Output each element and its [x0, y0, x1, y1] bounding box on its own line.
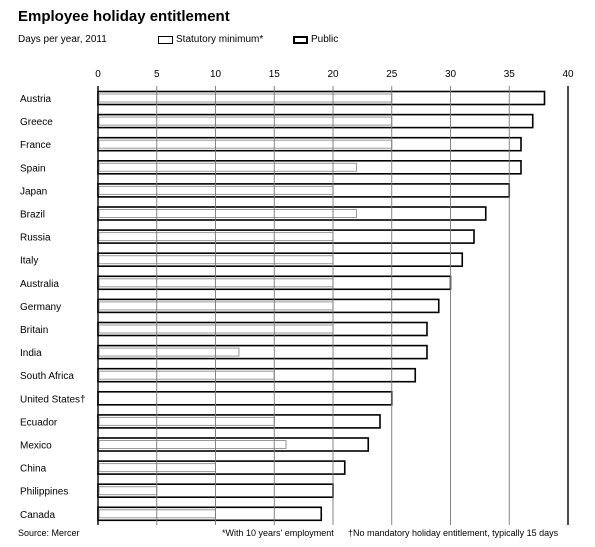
bar-statutory	[98, 463, 216, 473]
x-tick-label: 25	[386, 69, 398, 80]
source-note: Source: Mercer	[18, 528, 80, 538]
legend-statutory: Statutory minimum*	[158, 34, 263, 45]
category-label: India	[20, 348, 42, 359]
chart-subtitle: Days per year, 2011	[18, 34, 107, 45]
chart-title: Employee holiday entitlement	[18, 8, 230, 25]
bar-statutory	[98, 185, 334, 195]
category-label: China	[20, 464, 47, 475]
bar-public	[97, 390, 393, 406]
footnote-dagger: †No mandatory holiday entitlement, typic…	[348, 528, 559, 538]
bar-statutory	[98, 324, 334, 334]
legend-statutory-label: Statutory minimum*	[176, 34, 264, 45]
category-label: France	[20, 140, 52, 151]
category-label: Ecuador	[20, 417, 58, 428]
bar-statutory	[98, 416, 275, 426]
category-label: Austria	[20, 94, 52, 105]
legend-statutory-swatch	[158, 35, 173, 44]
bar-statutory	[98, 93, 393, 103]
bar-statutory	[98, 301, 334, 311]
x-tick-label: 40	[562, 69, 574, 80]
legend-public-label: Public	[311, 34, 339, 45]
category-label: Brazil	[20, 210, 45, 221]
category-label: Canada	[20, 510, 55, 521]
category-label: Philippines	[20, 487, 68, 498]
bar-statutory	[98, 440, 287, 449]
category-label: Australia	[20, 279, 59, 290]
bar-statutory	[98, 232, 334, 242]
category-label: Spain	[20, 163, 46, 174]
x-tick-label: 30	[445, 69, 457, 80]
bar-statutory	[98, 347, 240, 357]
category-label: Greece	[20, 117, 53, 128]
bar-statutory	[98, 486, 158, 496]
x-tick-label: 35	[504, 69, 516, 80]
x-tick-label: 5	[154, 69, 160, 80]
category-label: Britain	[20, 325, 48, 336]
bar-statutory	[98, 509, 216, 519]
x-tick-label: 20	[327, 69, 339, 80]
x-tick-label: 10	[210, 69, 222, 80]
bar-statutory	[98, 162, 357, 172]
bar-statutory	[98, 278, 334, 288]
category-label: Japan	[20, 186, 47, 197]
bar-statutory	[98, 139, 393, 149]
category-label: Germany	[20, 302, 61, 313]
category-label: United States†	[20, 394, 86, 405]
category-label: South Africa	[20, 371, 74, 382]
x-tick-label: 0	[95, 69, 101, 80]
bar-statutory	[98, 209, 357, 218]
category-label: Mexico	[20, 441, 52, 452]
x-tick-label: 15	[269, 69, 281, 80]
bar-statutory	[98, 370, 275, 380]
legend-public-swatch	[293, 35, 308, 44]
bar-statutory	[98, 116, 393, 126]
category-label: Italy	[20, 256, 38, 267]
footnote-star: *With 10 years' employment	[222, 528, 334, 538]
legend-public: Public	[293, 34, 338, 45]
bar-statutory	[98, 255, 334, 265]
category-label: Russia	[20, 233, 51, 244]
